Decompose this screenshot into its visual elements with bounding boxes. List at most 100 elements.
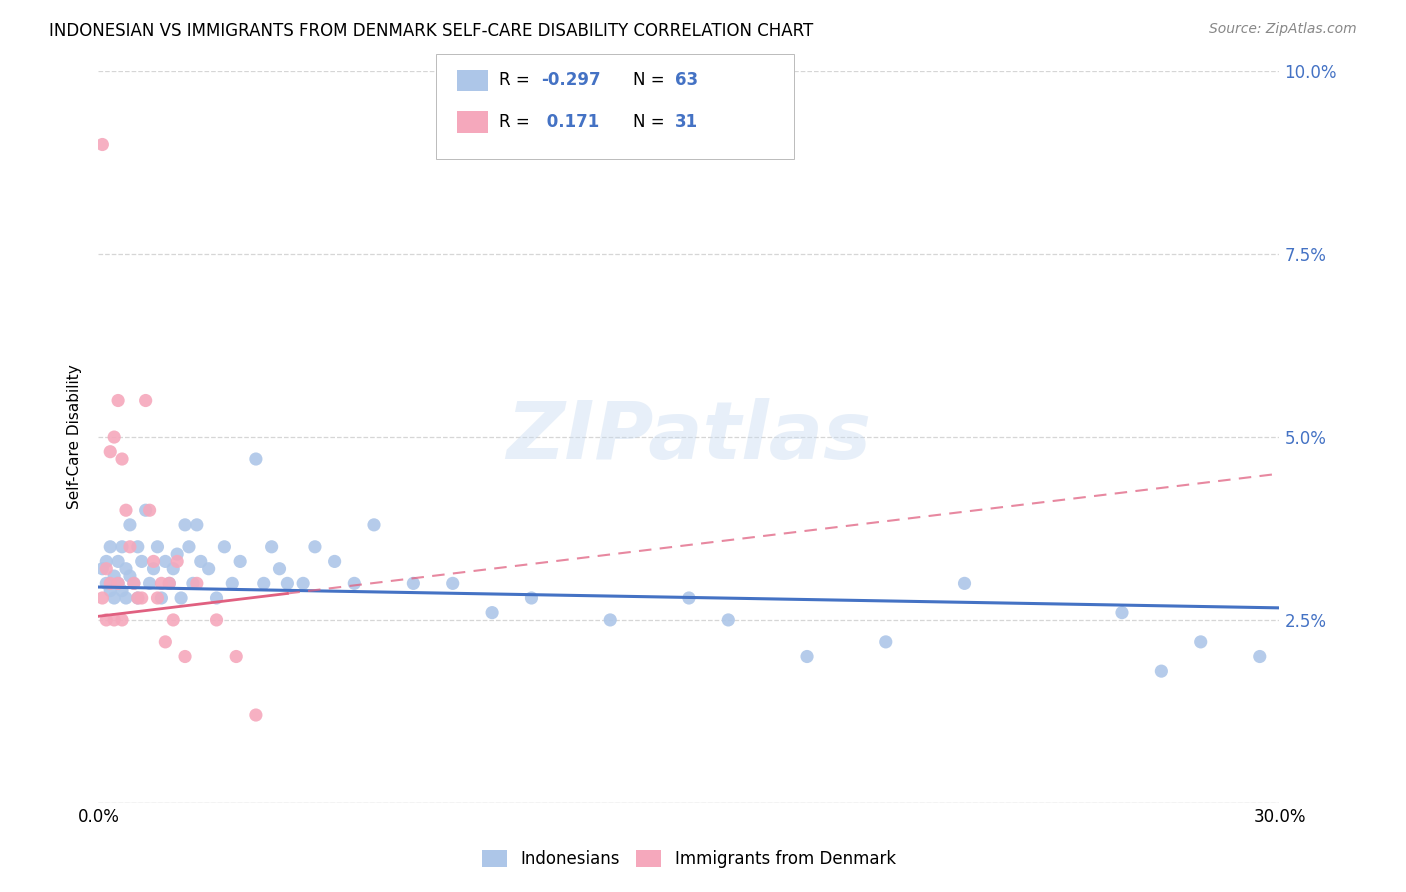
Point: [103, 569, 125, 583]
Point: [127, 591, 149, 605]
Text: R =: R =: [499, 71, 536, 89]
Point: [131, 591, 153, 605]
Point: [1249, 649, 1271, 664]
Point: [481, 606, 503, 620]
Point: [166, 554, 188, 568]
Point: [174, 517, 197, 532]
Point: [292, 576, 315, 591]
Text: 0.171: 0.171: [541, 113, 599, 131]
Point: [131, 554, 153, 568]
Point: [111, 540, 134, 554]
Point: [157, 576, 180, 591]
Point: [103, 591, 125, 605]
Point: [197, 562, 219, 576]
Point: [177, 540, 200, 554]
Point: [323, 554, 346, 568]
Point: [138, 576, 160, 591]
Point: [91, 562, 114, 576]
Point: [96, 576, 118, 591]
Point: [118, 517, 141, 532]
Point: [181, 576, 204, 591]
Point: [162, 562, 184, 576]
Point: [146, 540, 169, 554]
Point: [186, 517, 208, 532]
Point: [127, 591, 149, 605]
Text: N =: N =: [633, 71, 669, 89]
Text: 31: 31: [675, 113, 697, 131]
Point: [253, 576, 276, 591]
Text: N =: N =: [633, 113, 669, 131]
Point: [91, 137, 114, 152]
Point: [111, 583, 134, 598]
Point: [214, 540, 236, 554]
Point: [304, 540, 326, 554]
Point: [678, 591, 700, 605]
Text: INDONESIAN VS IMMIGRANTS FROM DENMARK SELF-CARE DISABILITY CORRELATION CHART: INDONESIAN VS IMMIGRANTS FROM DENMARK SE…: [49, 22, 814, 40]
Text: Source: ZipAtlas.com: Source: ZipAtlas.com: [1209, 22, 1357, 37]
Text: R =: R =: [499, 113, 540, 131]
Point: [170, 591, 193, 605]
Point: [174, 649, 197, 664]
Point: [107, 576, 129, 591]
Point: [142, 562, 165, 576]
Point: [135, 503, 157, 517]
Point: [122, 576, 145, 591]
Point: [205, 591, 228, 605]
Point: [221, 576, 243, 591]
Text: ZIPatlas: ZIPatlas: [506, 398, 872, 476]
Point: [142, 554, 165, 568]
Point: [96, 554, 118, 568]
Point: [115, 562, 138, 576]
Point: [363, 517, 385, 532]
Point: [103, 613, 125, 627]
Point: [343, 576, 366, 591]
Point: [107, 554, 129, 568]
Point: [91, 591, 114, 605]
Point: [162, 613, 184, 627]
Point: [98, 583, 121, 598]
Point: [190, 554, 212, 568]
Point: [166, 547, 188, 561]
Point: [245, 452, 267, 467]
Point: [146, 591, 169, 605]
Point: [98, 540, 121, 554]
Point: [1111, 606, 1133, 620]
Point: [953, 576, 976, 591]
Point: [157, 576, 180, 591]
Point: [205, 613, 228, 627]
Point: [276, 576, 298, 591]
Point: [225, 649, 247, 664]
Point: [96, 613, 118, 627]
Point: [118, 540, 141, 554]
Point: [599, 613, 621, 627]
Point: [118, 569, 141, 583]
Point: [135, 393, 157, 408]
Text: 63: 63: [675, 71, 697, 89]
Point: [796, 649, 818, 664]
Point: [1189, 635, 1212, 649]
Point: [115, 503, 138, 517]
Point: [520, 591, 543, 605]
Legend: Indonesians, Immigrants from Denmark: Indonesians, Immigrants from Denmark: [475, 844, 903, 875]
Point: [717, 613, 740, 627]
Text: -0.297: -0.297: [541, 71, 600, 89]
Point: [260, 540, 283, 554]
Point: [103, 430, 125, 444]
Point: [245, 708, 267, 723]
Point: [111, 452, 134, 467]
Point: [107, 576, 129, 591]
Point: [186, 576, 208, 591]
Point: [115, 591, 138, 605]
Point: [107, 393, 129, 408]
Point: [155, 554, 177, 568]
Point: [111, 613, 134, 627]
Point: [150, 591, 173, 605]
Point: [98, 444, 121, 458]
Point: [229, 554, 252, 568]
Point: [269, 562, 291, 576]
Point: [441, 576, 464, 591]
Point: [150, 576, 173, 591]
Point: [1150, 664, 1173, 678]
Point: [98, 576, 121, 591]
Point: [138, 503, 160, 517]
